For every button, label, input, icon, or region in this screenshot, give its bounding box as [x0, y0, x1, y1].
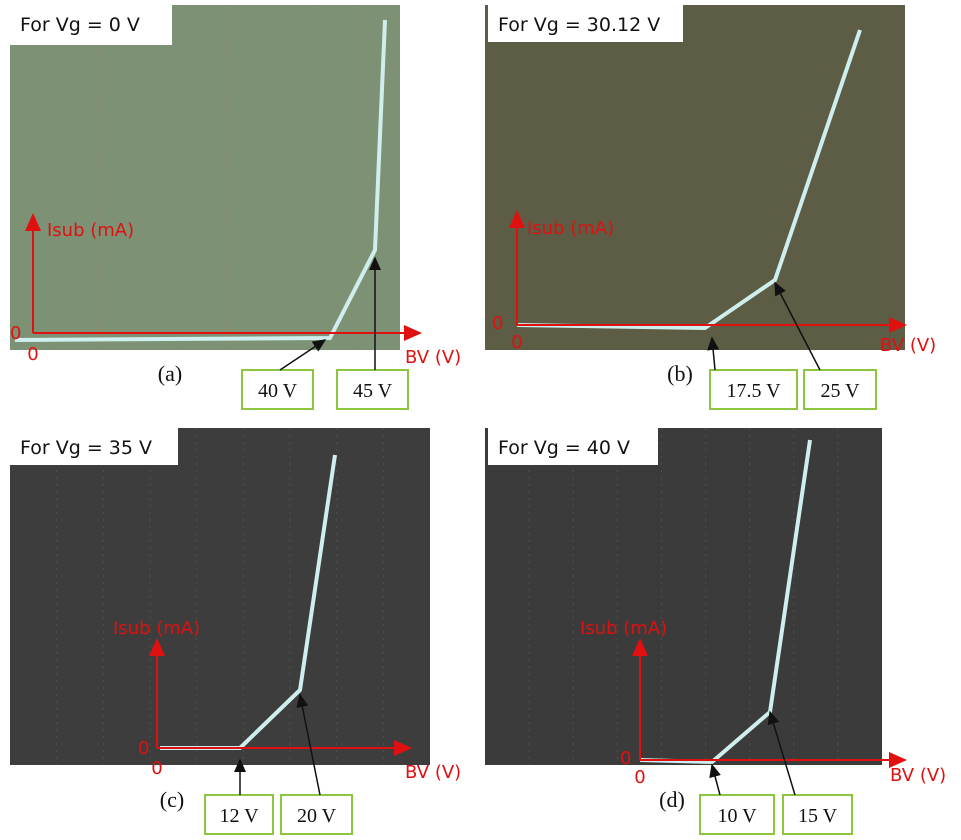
- panel-title: For Vg = 35 V: [20, 437, 152, 459]
- callout-box: [803, 369, 877, 410]
- x-origin: 0: [27, 344, 38, 365]
- panel-title: For Vg = 30.12 V: [498, 14, 660, 36]
- y-axis-label: Isub (mA): [47, 220, 134, 241]
- panel-title: For Vg = 40 V: [498, 437, 630, 459]
- callout-arrow: [709, 763, 721, 796]
- callout: 40 V: [258, 380, 298, 402]
- panel-label: (a): [158, 361, 182, 386]
- callout-box: [280, 794, 353, 835]
- callout: 20 V: [297, 805, 337, 827]
- y-axis-label: Isub (mA): [527, 218, 614, 239]
- y-origin: 0: [492, 313, 503, 334]
- y-origin: 0: [620, 748, 631, 769]
- callout: 17.5 V: [726, 380, 781, 402]
- callout-box: [782, 794, 853, 835]
- y-axis-label: Isub (mA): [580, 618, 667, 639]
- panel: For Vg = 30.12 V Isub (mA) 00 BV (V) (b) 17.5…: [485, 5, 936, 410]
- panel: For Vg = 40 V Isub (mA) 00 BV (V) (d) 10 V 15 …: [485, 428, 946, 835]
- callout-arrow: [707, 336, 720, 371]
- callout-box: [241, 369, 314, 410]
- callout-box: [709, 369, 798, 410]
- photo: [10, 428, 430, 765]
- callout-box: [336, 369, 409, 410]
- callout: 25 V: [820, 380, 860, 402]
- callout-arrow: [774, 281, 821, 371]
- title-box: [10, 428, 178, 465]
- callout-arrow: [279, 339, 327, 371]
- callout-arrow: [296, 693, 321, 796]
- x-axis-label: BV (V): [880, 335, 936, 356]
- callout: 10 V: [717, 805, 757, 827]
- trace: [14, 19, 387, 342]
- callout-box: [204, 794, 274, 835]
- title-box: [10, 5, 172, 45]
- panel: For Vg = 35 V Isub (mA) 00 BV (V) (c) 12 V 20 …: [10, 428, 461, 835]
- x-axis-label: BV (V): [405, 347, 461, 368]
- x-origin: 0: [511, 332, 522, 353]
- callout: 15 V: [798, 805, 838, 827]
- callout-box: [699, 794, 775, 835]
- trace: [516, 29, 862, 330]
- photo: [485, 5, 905, 350]
- x-origin: 0: [634, 767, 645, 788]
- panel-label: (b): [667, 361, 693, 386]
- panel: For Vg = 0 V Isub (mA) 00 BV (V) (a) 40 V 45 V: [10, 5, 461, 410]
- panel-label: (d): [659, 787, 685, 812]
- x-origin: 0: [151, 758, 162, 779]
- photo: [485, 428, 882, 765]
- title-box: [488, 5, 683, 42]
- panel-title: For Vg = 0 V: [20, 14, 140, 36]
- callout-arrow: [767, 710, 796, 796]
- y-origin: 0: [138, 738, 149, 759]
- callout: 45 V: [353, 380, 393, 402]
- panel-label: (c): [160, 787, 184, 812]
- title-box: [488, 428, 658, 465]
- y-origin: 0: [10, 323, 21, 344]
- y-axis-label: Isub (mA): [113, 618, 200, 639]
- photo: [10, 5, 400, 350]
- callout: 12 V: [219, 805, 259, 827]
- x-axis-label: BV (V): [890, 765, 946, 786]
- x-axis-label: BV (V): [405, 762, 461, 783]
